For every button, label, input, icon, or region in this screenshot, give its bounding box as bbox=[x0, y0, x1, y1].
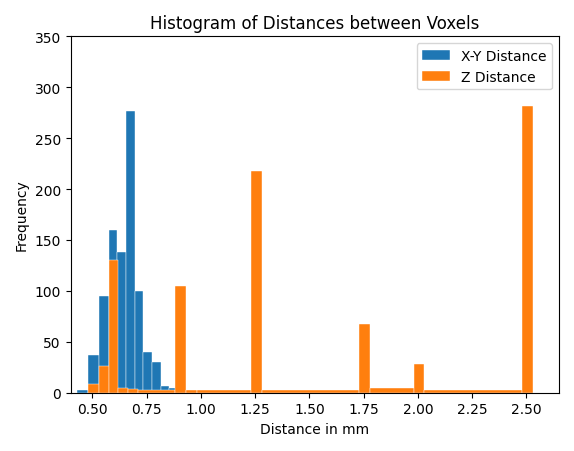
Legend: X-Y Distance, Z Distance: X-Y Distance, Z Distance bbox=[417, 44, 552, 90]
Bar bbox=[77, 390, 88, 393]
Bar bbox=[88, 384, 99, 393]
Bar bbox=[424, 390, 522, 393]
Bar bbox=[359, 325, 370, 393]
Bar bbox=[88, 355, 99, 393]
Bar bbox=[135, 291, 144, 393]
Bar bbox=[522, 106, 533, 393]
Bar bbox=[185, 390, 196, 393]
Bar bbox=[414, 364, 424, 393]
Bar bbox=[178, 392, 187, 393]
Y-axis label: Frequency: Frequency bbox=[15, 179, 29, 251]
Bar bbox=[169, 388, 178, 393]
Bar bbox=[117, 253, 126, 393]
Bar bbox=[370, 388, 414, 393]
X-axis label: Distance in mm: Distance in mm bbox=[260, 422, 370, 436]
Bar bbox=[108, 230, 117, 393]
Bar bbox=[128, 389, 138, 393]
Bar bbox=[108, 261, 118, 393]
Bar bbox=[118, 388, 128, 393]
Bar bbox=[262, 390, 359, 393]
Bar bbox=[251, 171, 262, 393]
Bar bbox=[161, 386, 169, 393]
Bar bbox=[144, 352, 152, 393]
Title: Histogram of Distances between Voxels: Histogram of Distances between Voxels bbox=[150, 15, 479, 33]
Bar bbox=[99, 296, 108, 393]
Bar bbox=[99, 366, 108, 393]
Bar bbox=[175, 286, 185, 393]
Bar bbox=[138, 390, 175, 393]
Bar bbox=[196, 390, 251, 393]
Bar bbox=[126, 111, 135, 393]
Bar bbox=[152, 362, 161, 393]
